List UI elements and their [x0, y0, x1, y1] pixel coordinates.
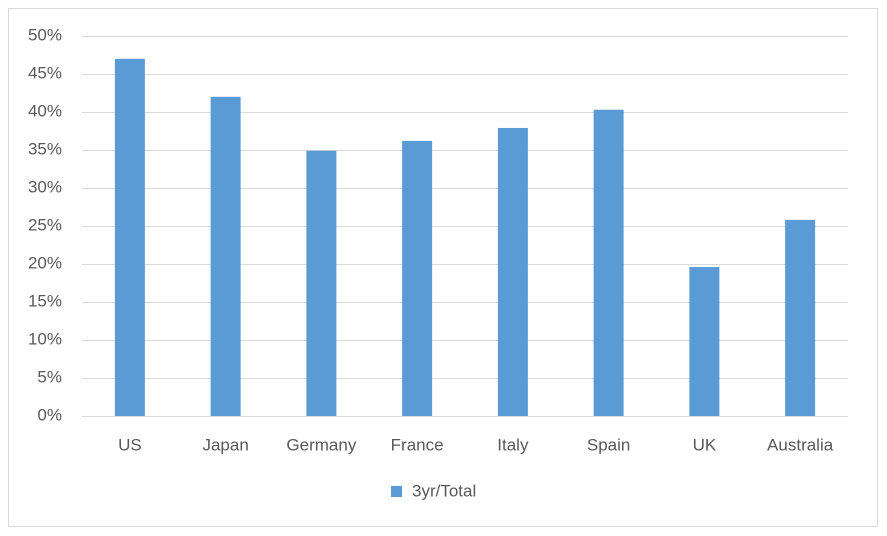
y-tick-label: 15%: [28, 291, 62, 310]
legend-swatch: [391, 486, 402, 497]
x-tick-label: Spain: [587, 435, 630, 454]
bar: [114, 58, 145, 417]
x-tick-label: France: [391, 435, 444, 454]
x-tick-label: Italy: [497, 435, 529, 454]
x-tick-label: Japan: [202, 435, 248, 454]
bar: [497, 127, 528, 417]
bar: [402, 140, 433, 416]
y-tick-label: 45%: [28, 63, 62, 82]
y-tick-label: 25%: [28, 215, 62, 234]
y-tick-label: 40%: [28, 101, 62, 120]
y-tick-label: 0%: [37, 405, 62, 424]
y-tick-label: 10%: [28, 329, 62, 348]
x-tick-label: US: [118, 435, 142, 454]
y-tick-label: 35%: [28, 139, 62, 158]
y-tick-label: 50%: [28, 25, 62, 44]
legend-label: 3yr/Total: [412, 481, 476, 500]
bar: [785, 219, 816, 416]
y-tick-label: 5%: [37, 367, 62, 386]
bar: [306, 150, 337, 416]
y-tick-label: 20%: [28, 253, 62, 272]
chart-border: [8, 8, 878, 527]
bar: [210, 96, 241, 417]
y-tick-label: 30%: [28, 177, 62, 196]
x-tick-label: Germany: [286, 435, 356, 454]
x-tick-label: UK: [693, 435, 717, 454]
bar: [689, 267, 720, 416]
bar: [593, 109, 624, 416]
x-tick-label: Australia: [767, 435, 834, 454]
